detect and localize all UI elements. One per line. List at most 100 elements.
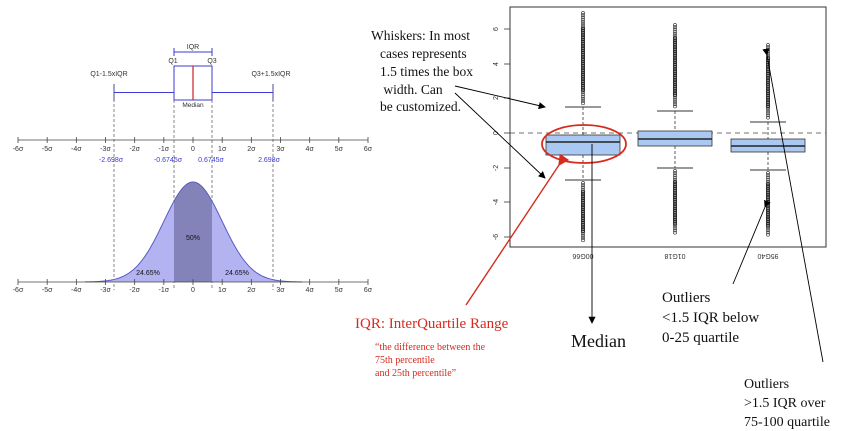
y-tick-label-5: -4 — [493, 199, 500, 205]
outlier-point-163 — [765, 102, 771, 107]
outlier-point-38 — [581, 94, 585, 99]
outliers-high-line-1: Outliers — [744, 377, 789, 392]
outlier-point-43 — [581, 183, 585, 188]
outliers-low-line-2: <1.5 IQR below — [662, 310, 759, 326]
outlier-point-149 — [765, 71, 771, 76]
outlier-point-190 — [765, 214, 771, 220]
boxplot-chart: 6 4 2 0 -2 -4 -6 — [493, 6, 827, 259]
outlier-point-72 — [673, 29, 677, 34]
x-label-1: 00G66 — [572, 252, 593, 259]
outlier-point-192 — [765, 219, 771, 224]
right-area-label: 24.65% — [225, 270, 249, 277]
outlier-point-20 — [580, 54, 586, 60]
sigma-top-tick-label-6: 0 — [191, 146, 195, 153]
outlier-point-108 — [673, 171, 677, 176]
sigma-top-tick-label-7: 1σ — [218, 146, 227, 153]
outlier-point-124 — [672, 206, 678, 211]
outlier-point-196 — [766, 228, 770, 233]
outlier-point-88 — [672, 64, 678, 69]
outlier-point-169 — [766, 115, 770, 120]
outlier-point-66 — [581, 233, 585, 238]
outlier-point-99 — [672, 88, 678, 94]
upper-fence-label: Q3+1.5xIQR — [251, 71, 290, 78]
outlier-point-105 — [673, 102, 677, 107]
outlier-point-5 — [581, 22, 585, 26]
outlier-point-117 — [672, 190, 678, 196]
x-label-2: 01G18 — [664, 252, 685, 259]
q3-label: Q3 — [207, 58, 216, 65]
outlier-point-65 — [581, 231, 585, 236]
outlier-point-18 — [580, 50, 586, 55]
outlier-point-166 — [766, 109, 770, 113]
arrow-iqr — [465, 153, 570, 306]
outlier-point-173 — [766, 177, 770, 182]
outlier-point-165 — [766, 106, 770, 111]
outlier-point-19 — [580, 52, 586, 57]
sigma-bottom-tick-label-1: -5σ — [42, 287, 53, 294]
outlier-point-33 — [580, 83, 586, 88]
box-2 — [637, 110, 713, 169]
sigma-bottom-tick-label-8: 2σ — [247, 287, 256, 294]
outlier-point-115 — [672, 186, 678, 191]
outlier-point-91 — [672, 71, 678, 76]
outlier-point-181 — [765, 195, 771, 200]
sigma-top-tick-label-1: -5σ — [42, 146, 53, 153]
iqr-area — [174, 182, 212, 282]
sigma-bottom-tick-label-7: 1σ — [218, 287, 227, 294]
outlier-point-0 — [581, 11, 585, 15]
outliers-low-line-3: 0-25 quartile — [662, 330, 739, 346]
outlier-point-13 — [580, 39, 586, 44]
sigma-bottom-tick-label-0: -6σ — [13, 287, 24, 294]
sigma-top-tick-label-2: -4σ — [71, 146, 82, 153]
outlier-point-26 — [580, 68, 586, 73]
sigma-bottom-tick-label-6: 0 — [191, 287, 195, 294]
outlier-point-160 — [765, 95, 771, 100]
outlier-point-127 — [672, 212, 678, 218]
sigma-bottom-tick-label-2: -4σ — [71, 287, 82, 294]
outlier-point-32 — [580, 81, 586, 86]
sigma-top-tick-label-3: -3σ — [100, 146, 111, 153]
outlier-point-122 — [672, 201, 678, 207]
iqr-quote-line-2: 75th percentile — [375, 355, 435, 366]
q1-label: Q1 — [168, 58, 177, 65]
outlier-point-2 — [581, 15, 585, 20]
outlier-point-39 — [581, 96, 585, 101]
outlier-point-128 — [672, 215, 678, 220]
outlier-point-46 — [580, 189, 586, 194]
y-tick-label-2: 2 — [493, 96, 500, 100]
sigma-bottom-tick-label-11: 5σ — [335, 287, 344, 294]
iqr-quote-line-1: “the difference between the — [375, 342, 486, 353]
outlier-point-118 — [672, 193, 678, 198]
outlier-point-131 — [672, 221, 678, 226]
lower-whisker-sigma-value: -2.698σ — [99, 157, 124, 164]
outlier-point-98 — [672, 86, 678, 91]
outlier-point-110 — [673, 175, 677, 180]
outlier-point-9 — [580, 30, 586, 35]
y-axis: 6 4 2 0 -2 -4 -6 — [493, 27, 510, 240]
outlier-point-42 — [581, 181, 585, 185]
outlier-point-16 — [580, 46, 586, 51]
outlier-point-67 — [581, 236, 585, 240]
outlier-point-62 — [580, 224, 586, 230]
outlier-point-3 — [581, 17, 585, 22]
lower-fence-label: Q1-1.5xIQR — [90, 71, 127, 78]
outlier-point-71 — [673, 27, 677, 32]
arrow-outliers-high — [762, 48, 824, 363]
outlier-point-6 — [581, 24, 585, 29]
outlier-point-116 — [672, 188, 678, 193]
whiskers-text-line-1: Whiskers: In most — [371, 28, 470, 43]
outlier-point-31 — [580, 79, 586, 84]
curve-outline — [84, 181, 303, 283]
left-area-label: 24.65% — [136, 270, 160, 277]
outlier-point-17 — [580, 48, 586, 53]
outlier-point-101 — [672, 93, 678, 98]
outlier-point-107 — [673, 169, 677, 173]
sigma-bottom-tick-label-3: -3σ — [100, 287, 111, 294]
outlier-points — [580, 11, 771, 243]
outlier-point-102 — [673, 95, 677, 100]
boxplot-distribution-diagram: IQR Q1 Q3 Median Q1-1.5xIQR Q3+1.5xIQR -… — [13, 44, 373, 294]
sigma-bottom-tick-label-12: 6σ — [364, 287, 373, 294]
outlier-point-22 — [580, 59, 586, 64]
outlier-point-120 — [672, 197, 678, 202]
